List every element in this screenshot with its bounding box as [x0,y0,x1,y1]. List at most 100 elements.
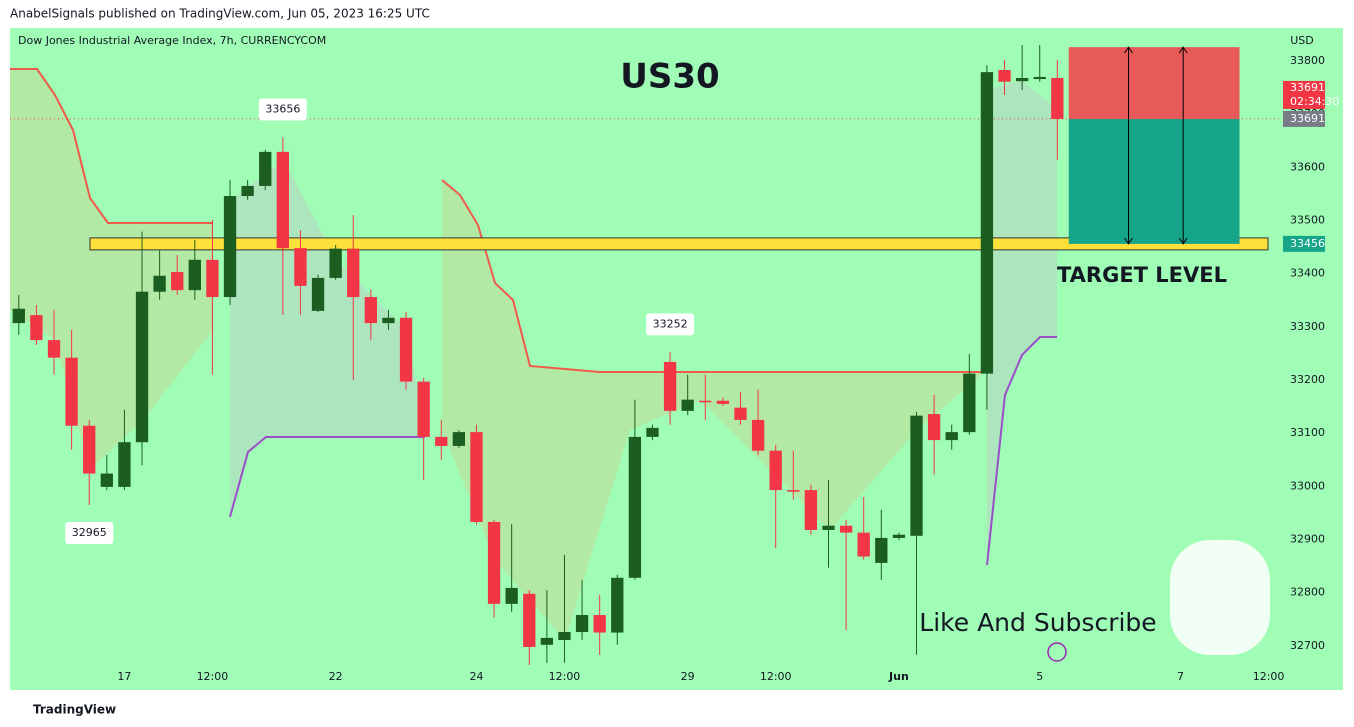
currency: USD [1290,34,1314,47]
candle-body [787,490,800,492]
lightning-icon[interactable] [1047,642,1067,662]
x-tick-label: 12:00 [549,670,581,683]
arrow-head [1178,46,1188,245]
price-label-bg [1283,110,1325,127]
candle-body [276,151,289,249]
candle-body [980,72,994,374]
y-tick-label: 33400 [1290,267,1325,280]
subtitle: Dow Jones Industrial Average Index, 7h, … [18,34,326,47]
y-tick-label: 33600 [1290,160,1325,173]
candle-body [875,537,888,563]
candle-body [822,525,835,530]
candle-body [171,272,184,291]
indicator-fill [987,80,1057,565]
candle-body [435,436,448,446]
chart-title: US30 [620,57,719,97]
candle-body [1051,77,1064,119]
candle-body [734,407,747,420]
candle-body [593,615,606,633]
publisher: AnabelSignals published on TradingView.c… [10,7,430,21]
y-tick-label: 33800 [1290,54,1325,67]
candle-body [945,432,958,441]
candle-body [769,450,782,491]
y-tick-label: 33100 [1290,426,1325,439]
candle-body [12,308,25,324]
candle-body [399,317,413,382]
candle-body [628,436,642,578]
last-price-label: 33691 [1290,81,1325,94]
candle-body [382,317,395,324]
candle-body [927,414,941,441]
candle-body [998,70,1011,82]
footer [0,692,1354,727]
countdown-label [1283,80,1325,109]
x-tick-label: 12:00 [197,670,229,683]
candle-body [259,151,272,186]
candle-body [417,381,430,437]
candle-body [1015,77,1029,82]
x-tick-label: 5 [1036,670,1043,683]
annotation-label: 33252 [653,317,688,330]
target-price-label: 33456 [1290,237,1325,250]
candle-body [47,340,61,358]
candle-body [558,632,571,641]
candle-body [241,185,254,197]
indicator-line [229,436,425,518]
candle-body [487,521,501,604]
y-tick-label: 33500 [1290,213,1325,226]
candle-body [646,427,659,437]
brand: TradingView [33,703,116,717]
target-label: TARGET LEVEL [1057,263,1227,287]
candle-body [523,593,536,647]
x-tick-label: 22 [329,670,343,683]
call-to-action: Like And Subscribe [919,608,1156,637]
annotation-label: 32965 [72,526,107,539]
candle-body [1033,76,1046,80]
candle-body [153,275,166,292]
target-zone [1068,118,1240,244]
price-label: 33691 [1290,112,1325,125]
x-tick-label: 12:00 [1253,670,1285,683]
candle-body [839,525,853,533]
candle-body [470,432,483,522]
indicator-line [441,179,985,373]
annotation-bubble [646,313,695,336]
mascot [1170,540,1270,655]
y-tick-label: 33300 [1290,320,1325,333]
candle-body [135,291,149,443]
candle-body [65,357,78,426]
y-tick-label: 32900 [1290,533,1325,546]
candle-body [83,425,96,474]
candle-body [699,400,712,403]
indicator-line [986,336,1057,566]
candle-body [892,534,906,538]
indicator-fill [442,180,985,640]
x-tick-label: 24 [469,670,483,683]
candle-body [30,315,43,341]
candle-body [963,373,976,433]
candle-body [188,259,201,291]
target-price-bg [1283,235,1325,252]
candle-body [100,473,113,487]
indicator-line [10,68,213,224]
target-level [89,237,1269,251]
candle-body [364,297,378,324]
y-tick-label: 32800 [1290,586,1325,599]
candle-body [540,637,554,645]
annotation-bubble [258,98,307,121]
y-tick-label: 33000 [1290,479,1325,492]
candle-body [804,490,818,530]
annotation-label: 33656 [265,103,300,116]
candle-body [910,415,923,536]
stop-zone [1068,47,1240,119]
indicator-fill [10,69,213,470]
candle-body [505,587,518,604]
candle-body [347,248,360,298]
candle-body [206,259,219,298]
candle-body [118,442,131,487]
candle-body [311,277,325,311]
candle-body [452,432,466,446]
x-tick-label: 17 [117,670,131,683]
candle-body [329,248,342,278]
